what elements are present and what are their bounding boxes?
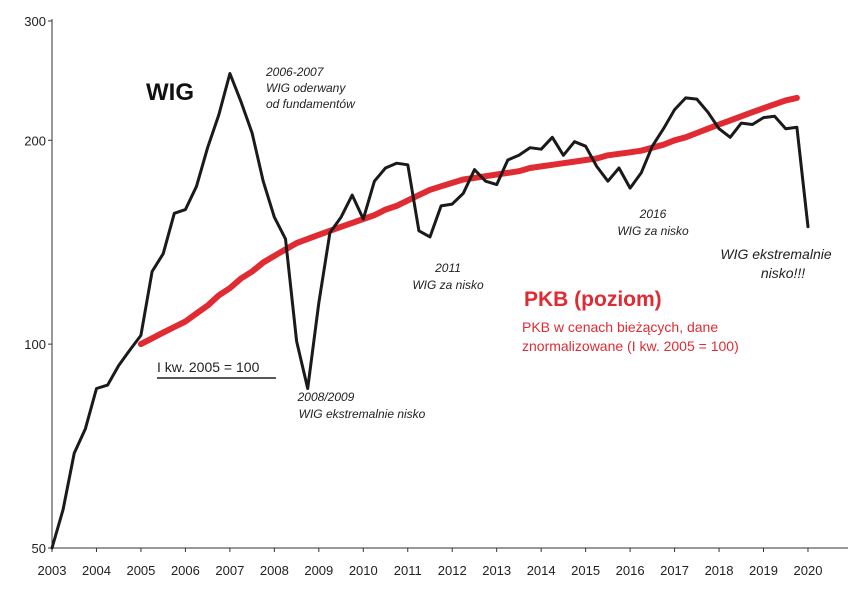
annotation-2020-line2: nisko!!! [761, 265, 805, 281]
base-period-note: I kw. 2005 = 100 [157, 359, 260, 375]
x-tick-label: 2004 [82, 563, 111, 578]
annotation-2016-year: 2016 [639, 207, 667, 221]
x-tick-label: 2020 [794, 563, 823, 578]
x-tick-label: 2017 [660, 563, 689, 578]
x-tick-label: 2016 [616, 563, 645, 578]
series-lines [50, 72, 810, 550]
x-tick-label: 2011 [394, 563, 422, 578]
annotation-2006-2007-year: 2006-2007 [265, 65, 325, 79]
x-tick-label: 2008 [260, 563, 289, 578]
x-tick-label: 2007 [215, 563, 244, 578]
annotation-2011-text: WIG za nisko [412, 278, 484, 292]
annotation-2020-line1: WIG ekstremalnie [720, 246, 831, 262]
x-tick-label: 2003 [38, 563, 67, 578]
series-line-pkb [137, 94, 800, 348]
annotation-2009-year: 2008/2009 [297, 390, 355, 404]
pkb-subtitle-line2: znormalizowane (I kw. 2005 = 100) [522, 338, 739, 354]
x-tick-label: 2018 [705, 563, 734, 578]
x-tick-label: 2012 [438, 563, 467, 578]
pkb-subtitle-line1: PKB w cenach bieżących, dane [522, 319, 718, 335]
y-tick-label: 100 [24, 337, 46, 352]
series-line-wig [50, 72, 810, 550]
x-tick-label: 2005 [126, 563, 155, 578]
y-tick-label: 200 [24, 133, 46, 148]
annotation-2006-2007-line2: od fundamentów [266, 97, 356, 111]
wig-series-label: WIG [146, 79, 194, 106]
annotation-2006-2007-line1: WIG oderwany [266, 81, 346, 95]
annotation-2011-year: 2011 [434, 261, 461, 275]
x-tick-label: 2010 [349, 563, 378, 578]
axes [51, 19, 848, 549]
tick-labels: 50 100 200 300 2003 2004 2005 2006 2007 2008 2009 2… [24, 14, 822, 578]
pkb-series-title: PKB (poziom) [524, 288, 662, 311]
x-tick-label: 2006 [171, 563, 200, 578]
x-tick-label: 2014 [527, 563, 556, 578]
x-tick-label: 2013 [482, 563, 511, 578]
annotation-2016-text: WIG za nisko [617, 224, 689, 238]
y-tick-label: 50 [32, 541, 46, 556]
y-tick-label: 300 [24, 14, 46, 29]
x-tick-label: 2015 [571, 563, 600, 578]
x-tick-label: 2009 [304, 563, 333, 578]
annotation-2009-text: WIG ekstremalnie nisko [299, 407, 426, 421]
x-tick-label: 2019 [749, 563, 778, 578]
